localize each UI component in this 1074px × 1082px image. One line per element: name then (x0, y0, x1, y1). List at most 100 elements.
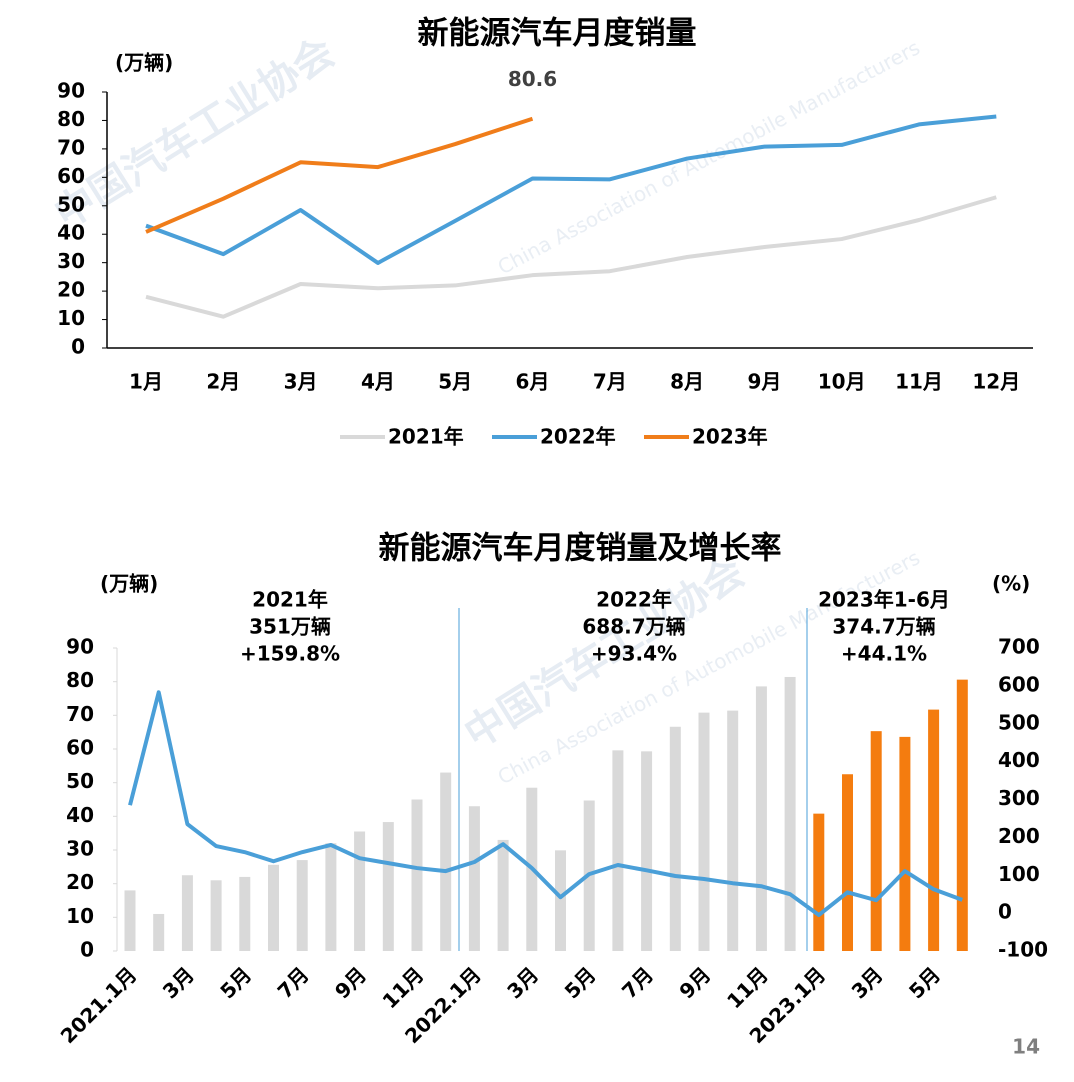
legend-label: 2023年 (692, 425, 768, 449)
series-line (145, 116, 534, 234)
x-tick-label: 11月 (722, 962, 773, 1013)
y-tick-label: 30 (57, 249, 85, 273)
bar (755, 686, 767, 951)
bar (124, 890, 136, 951)
y-tick-label: 80 (66, 668, 94, 692)
bar (956, 679, 968, 951)
y-tick-label: 70 (66, 702, 94, 726)
annotation: +44.1% (841, 642, 927, 666)
y-tick-label: 10 (57, 306, 85, 330)
x-tick-label: 5月 (904, 962, 945, 1003)
watermark-en: China Association of Automobile Manufact… (494, 35, 924, 279)
bar (382, 822, 394, 951)
bar (354, 831, 366, 951)
y-tick-label: 40 (66, 803, 94, 827)
bar (210, 880, 222, 951)
bar (411, 799, 423, 951)
bar (440, 772, 452, 951)
x-tick-label: 3月 (502, 962, 543, 1003)
bar (239, 876, 251, 951)
x-tick-label: 8月 (670, 370, 704, 394)
x-tick-label: 12月 (972, 370, 1020, 394)
annotation: 2021年 (252, 588, 328, 612)
watermark-cn: 中国汽车工业协会 (47, 29, 343, 238)
x-tick-label: 5月 (438, 370, 472, 394)
y-tick-label: 30 (66, 837, 94, 861)
bar (468, 806, 480, 951)
x-tick-label: 1月 (129, 370, 163, 394)
bar (325, 843, 337, 951)
bar (842, 774, 853, 951)
y-tick-label: 90 (66, 635, 94, 659)
bar (296, 860, 308, 951)
y2-unit: (%) (992, 572, 1030, 596)
y2-tick-label: 600 (998, 672, 1040, 696)
x-tick-label: 7月 (617, 962, 658, 1003)
x-tick-label: 11月 (378, 962, 429, 1013)
annotation: +93.4% (591, 642, 677, 666)
y2-tick-label: -100 (998, 938, 1048, 962)
series-line (145, 114, 997, 265)
x-tick-label: 9月 (747, 370, 781, 394)
x-tick-label: 7月 (273, 962, 314, 1003)
annotation: 688.7万辆 (582, 615, 685, 639)
y2-tick-label: 100 (998, 862, 1040, 886)
y2-tick-label: 0 (998, 900, 1012, 924)
annotation: 2023年1-6月 (818, 588, 950, 612)
y-tick-label: 20 (57, 278, 85, 302)
x-tick-label: 2021.1月 (56, 962, 142, 1048)
y-tick-label: 0 (80, 938, 94, 962)
y-tick-label: 20 (66, 870, 94, 894)
y-tick-label: 10 (66, 904, 94, 928)
x-tick-label: 5月 (215, 962, 256, 1003)
bar (784, 676, 796, 951)
bar (669, 726, 681, 951)
x-tick-label: 3月 (847, 962, 888, 1003)
data-label: 80.6 (508, 67, 557, 91)
bar (153, 913, 165, 951)
y2-tick-label: 500 (998, 710, 1040, 734)
chart-title: 新能源汽车月度销量 (418, 16, 697, 52)
y2-tick-label: 400 (998, 748, 1040, 772)
legend-label: 2022年 (540, 425, 616, 449)
x-tick-label: 3月 (158, 962, 199, 1003)
annotation: 2022年 (596, 588, 672, 612)
bar (698, 712, 710, 951)
x-tick-label: 5月 (560, 962, 601, 1003)
x-tick-label: 9月 (330, 962, 371, 1003)
y-tick-label: 0 (71, 335, 85, 359)
x-tick-label: 7月 (593, 370, 627, 394)
x-tick-label: 2月 (206, 370, 240, 394)
x-tick-label: 11月 (895, 370, 943, 394)
y-unit: (万辆) (115, 51, 173, 75)
x-tick-label: 4月 (361, 370, 395, 394)
y-tick-label: 50 (66, 769, 94, 793)
bar (727, 710, 739, 951)
annotation: +159.8% (240, 642, 340, 666)
watermark: 中国汽车工业协会 中国汽车工业协会 China Association of A… (47, 29, 924, 789)
page-number: 14 (1012, 1035, 1040, 1059)
legend-label: 2021年 (388, 425, 464, 449)
bar (870, 731, 882, 951)
y-tick-label: 40 (57, 221, 85, 245)
bar (928, 709, 940, 951)
x-tick-label: 3月 (284, 370, 318, 394)
y-unit: (万辆) (100, 572, 158, 596)
x-tick-label: 6月 (516, 370, 550, 394)
bar (497, 839, 509, 951)
y2-tick-label: 700 (998, 635, 1040, 659)
bar (813, 813, 825, 951)
x-tick-label: 9月 (674, 962, 715, 1003)
annotation: 351万辆 (249, 615, 331, 639)
y2-tick-label: 300 (998, 786, 1040, 810)
bar (181, 875, 193, 951)
y-tick-label: 80 (57, 107, 85, 131)
y-tick-label: 60 (66, 736, 94, 760)
bar (899, 736, 911, 951)
y-tick-label: 90 (57, 79, 85, 103)
y2-tick-label: 200 (998, 824, 1040, 848)
y-tick-label: 60 (57, 164, 85, 188)
bar (612, 750, 624, 951)
